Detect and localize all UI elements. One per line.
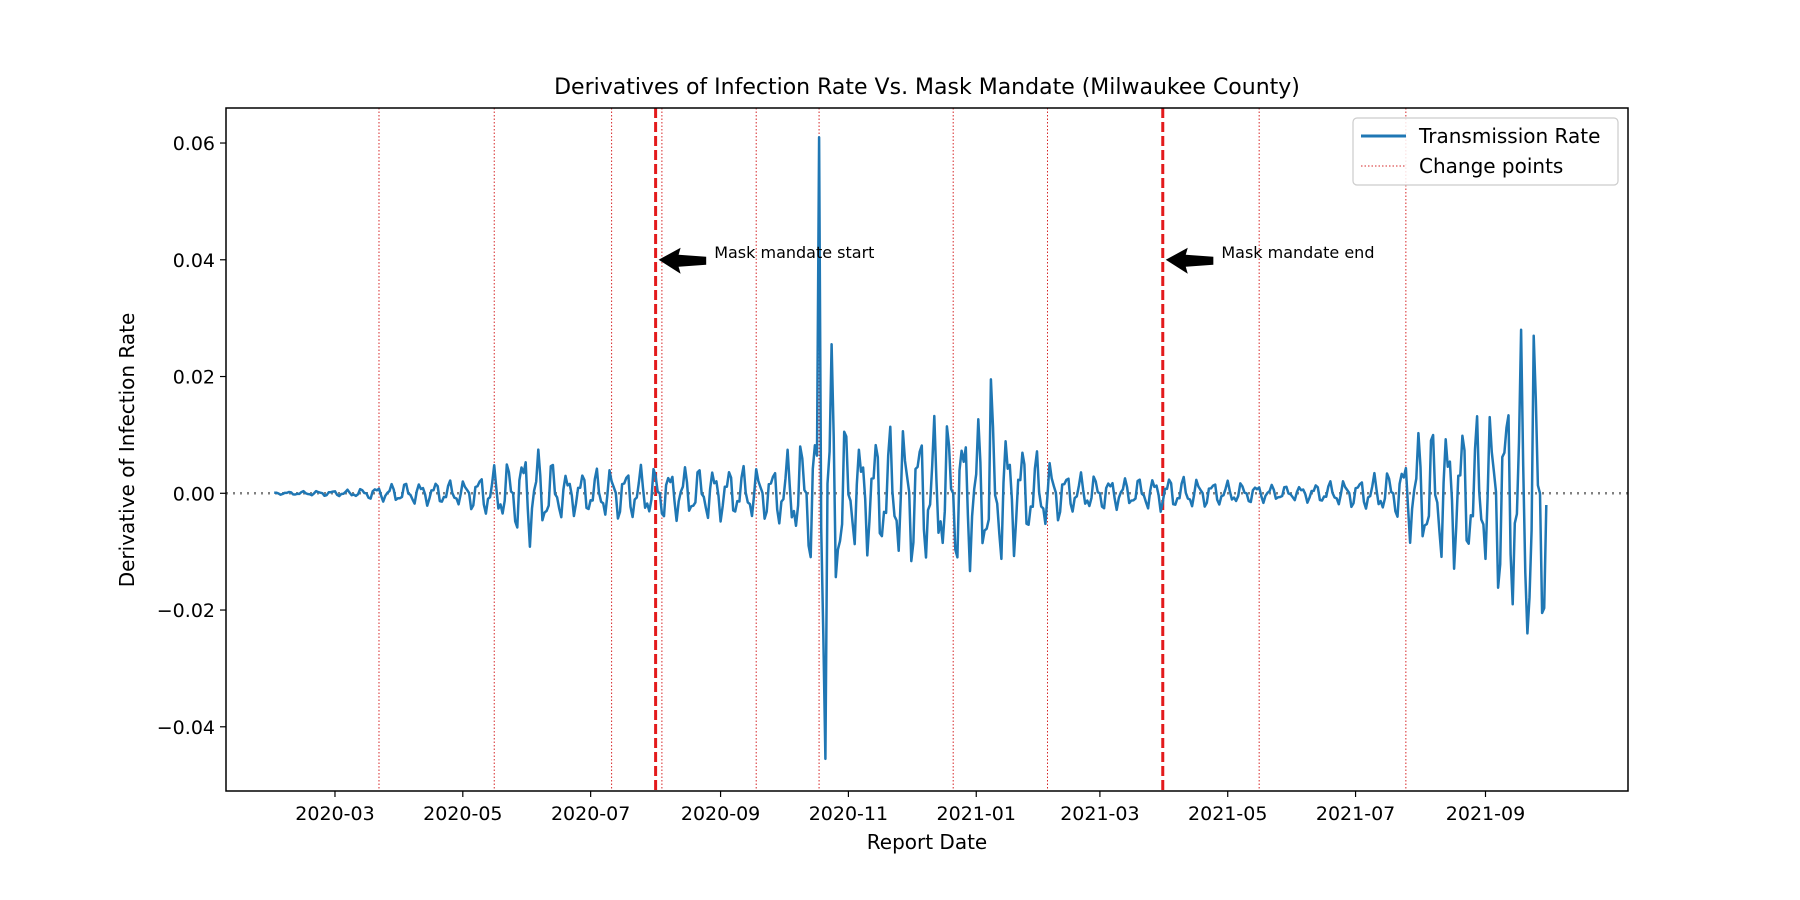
x-tick-label: 2020-05 xyxy=(423,803,502,825)
annotation-arrow xyxy=(1165,247,1214,274)
x-tick-label: 2021-09 xyxy=(1446,803,1525,825)
y-tick-label: 0.02 xyxy=(173,367,215,389)
transmission-rate-line xyxy=(274,135,1548,761)
legend-box xyxy=(1352,117,1619,186)
x-tick-label: 2021-01 xyxy=(937,803,1016,825)
x-tick-label: 2020-11 xyxy=(809,803,888,825)
legend-label-transmission-rate: Transmission Rate xyxy=(1418,124,1600,148)
x-tick-label: 2020-09 xyxy=(681,803,760,825)
y-tick-label: −0.04 xyxy=(157,717,215,739)
x-tick-label: 2021-07 xyxy=(1316,803,1395,825)
x-tick-label: 2021-05 xyxy=(1188,803,1267,825)
x-axis-label: Report Date xyxy=(867,830,987,854)
plot-frame xyxy=(225,107,1629,792)
x-tick-label: 2020-07 xyxy=(551,803,630,825)
annotation-label: Mask mandate start xyxy=(714,243,874,262)
y-axis-label: Derivative of Infection Rate xyxy=(115,313,139,588)
legend: Transmission Rate Change points xyxy=(1352,117,1619,186)
y-tick-label: 0.00 xyxy=(173,483,215,505)
y-tick-label: 0.04 xyxy=(173,250,215,272)
chart-title: Derivatives of Infection Rate Vs. Mask M… xyxy=(554,75,1300,100)
y-tick-label: 0.06 xyxy=(173,133,215,155)
x-tick-label: 2021-03 xyxy=(1060,803,1139,825)
annotation-label: Mask mandate end xyxy=(1221,243,1374,262)
y-tick-label: −0.02 xyxy=(157,600,215,622)
x-tick-label: 2020-03 xyxy=(295,803,374,825)
annotation-arrow xyxy=(658,247,707,274)
legend-label-change-points: Change points xyxy=(1419,154,1563,178)
